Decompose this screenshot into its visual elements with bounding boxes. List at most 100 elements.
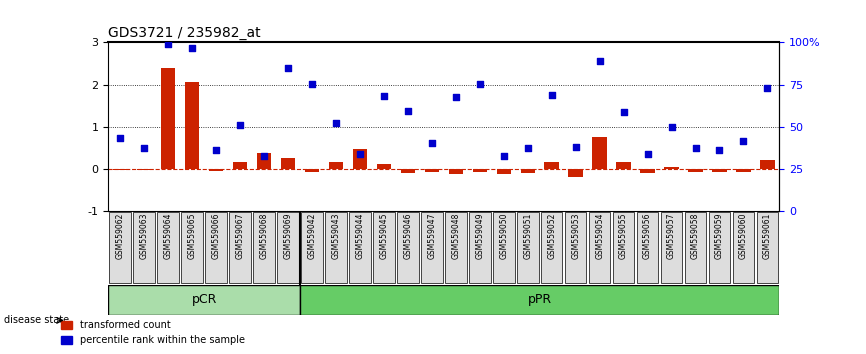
Text: GSM559069: GSM559069 bbox=[283, 213, 293, 259]
FancyBboxPatch shape bbox=[613, 212, 635, 283]
Point bbox=[688, 145, 702, 151]
Text: GSM559047: GSM559047 bbox=[427, 213, 436, 259]
FancyBboxPatch shape bbox=[589, 212, 611, 283]
Text: pPR: pPR bbox=[527, 293, 552, 307]
Point bbox=[185, 45, 199, 50]
Text: GSM559046: GSM559046 bbox=[404, 213, 412, 259]
Point bbox=[736, 138, 750, 144]
Point bbox=[520, 145, 534, 150]
Text: GSM559065: GSM559065 bbox=[188, 213, 197, 259]
FancyBboxPatch shape bbox=[349, 212, 371, 283]
Text: GSM559048: GSM559048 bbox=[451, 213, 461, 259]
FancyBboxPatch shape bbox=[733, 212, 754, 283]
FancyBboxPatch shape bbox=[300, 285, 779, 315]
Text: GSM559045: GSM559045 bbox=[379, 213, 388, 259]
Bar bbox=[257, 153, 271, 169]
FancyBboxPatch shape bbox=[469, 212, 490, 283]
Bar bbox=[736, 169, 751, 172]
Bar bbox=[688, 169, 702, 172]
Text: GSM559058: GSM559058 bbox=[691, 213, 700, 259]
Bar bbox=[617, 162, 630, 169]
Text: GSM559042: GSM559042 bbox=[307, 213, 316, 259]
FancyBboxPatch shape bbox=[109, 212, 131, 283]
Bar bbox=[664, 167, 679, 169]
Point bbox=[760, 85, 774, 91]
Point bbox=[569, 144, 583, 150]
Text: GSM559053: GSM559053 bbox=[572, 213, 580, 259]
Point bbox=[545, 92, 559, 98]
Text: GSM559060: GSM559060 bbox=[739, 213, 748, 259]
FancyBboxPatch shape bbox=[277, 212, 299, 283]
Bar bbox=[185, 82, 199, 169]
FancyBboxPatch shape bbox=[493, 212, 514, 283]
Point bbox=[161, 41, 175, 47]
FancyBboxPatch shape bbox=[661, 212, 682, 283]
Point bbox=[617, 109, 630, 115]
FancyBboxPatch shape bbox=[445, 212, 467, 283]
Text: GSM559062: GSM559062 bbox=[116, 213, 125, 259]
Bar bbox=[592, 137, 607, 169]
FancyBboxPatch shape bbox=[637, 212, 658, 283]
Bar bbox=[305, 169, 320, 172]
FancyBboxPatch shape bbox=[541, 212, 563, 283]
Point bbox=[281, 65, 295, 70]
FancyBboxPatch shape bbox=[517, 212, 539, 283]
FancyBboxPatch shape bbox=[373, 212, 395, 283]
Bar bbox=[520, 169, 535, 173]
FancyBboxPatch shape bbox=[229, 212, 251, 283]
FancyBboxPatch shape bbox=[301, 212, 323, 283]
FancyBboxPatch shape bbox=[565, 212, 586, 283]
Point bbox=[641, 151, 655, 157]
Point bbox=[377, 93, 391, 99]
Text: GDS3721 / 235982_at: GDS3721 / 235982_at bbox=[108, 26, 261, 40]
FancyBboxPatch shape bbox=[205, 212, 227, 283]
Bar bbox=[209, 169, 223, 171]
Text: GSM559044: GSM559044 bbox=[355, 213, 365, 259]
FancyBboxPatch shape bbox=[325, 212, 346, 283]
Bar bbox=[449, 169, 463, 174]
FancyBboxPatch shape bbox=[108, 285, 300, 315]
FancyBboxPatch shape bbox=[133, 212, 155, 283]
Text: GSM559043: GSM559043 bbox=[332, 213, 340, 259]
Bar bbox=[568, 169, 583, 177]
Text: GSM559055: GSM559055 bbox=[619, 213, 628, 259]
FancyBboxPatch shape bbox=[757, 212, 779, 283]
Bar bbox=[545, 162, 559, 169]
Bar bbox=[760, 160, 774, 169]
FancyBboxPatch shape bbox=[253, 212, 275, 283]
Bar bbox=[424, 169, 439, 172]
Bar bbox=[352, 149, 367, 169]
Bar bbox=[401, 169, 415, 173]
Bar bbox=[233, 162, 248, 169]
Point bbox=[329, 120, 343, 126]
Text: disease state: disease state bbox=[4, 315, 69, 325]
FancyBboxPatch shape bbox=[158, 212, 179, 283]
Bar bbox=[329, 161, 343, 169]
Legend: transformed count, percentile rank within the sample: transformed count, percentile rank withi… bbox=[57, 316, 249, 349]
Point bbox=[233, 122, 247, 127]
FancyBboxPatch shape bbox=[397, 212, 418, 283]
Text: GSM559056: GSM559056 bbox=[643, 213, 652, 259]
Bar bbox=[640, 169, 655, 173]
FancyBboxPatch shape bbox=[685, 212, 707, 283]
Point bbox=[592, 58, 606, 64]
Text: pCR: pCR bbox=[191, 293, 216, 307]
Bar bbox=[281, 158, 295, 169]
FancyBboxPatch shape bbox=[708, 212, 730, 283]
Text: GSM559052: GSM559052 bbox=[547, 213, 556, 259]
Point bbox=[210, 147, 223, 153]
Bar bbox=[473, 169, 487, 172]
FancyBboxPatch shape bbox=[421, 212, 443, 283]
Point bbox=[713, 147, 727, 153]
Bar bbox=[137, 169, 152, 170]
Point bbox=[473, 81, 487, 86]
Text: GSM559057: GSM559057 bbox=[667, 213, 676, 259]
FancyBboxPatch shape bbox=[181, 212, 203, 283]
Text: GSM559067: GSM559067 bbox=[236, 213, 244, 259]
Text: GSM559063: GSM559063 bbox=[139, 213, 149, 259]
Text: GSM559050: GSM559050 bbox=[500, 213, 508, 259]
Text: GSM559064: GSM559064 bbox=[164, 213, 172, 259]
Bar bbox=[712, 169, 727, 172]
Text: GSM559051: GSM559051 bbox=[523, 213, 533, 259]
Text: GSM559068: GSM559068 bbox=[260, 213, 268, 259]
